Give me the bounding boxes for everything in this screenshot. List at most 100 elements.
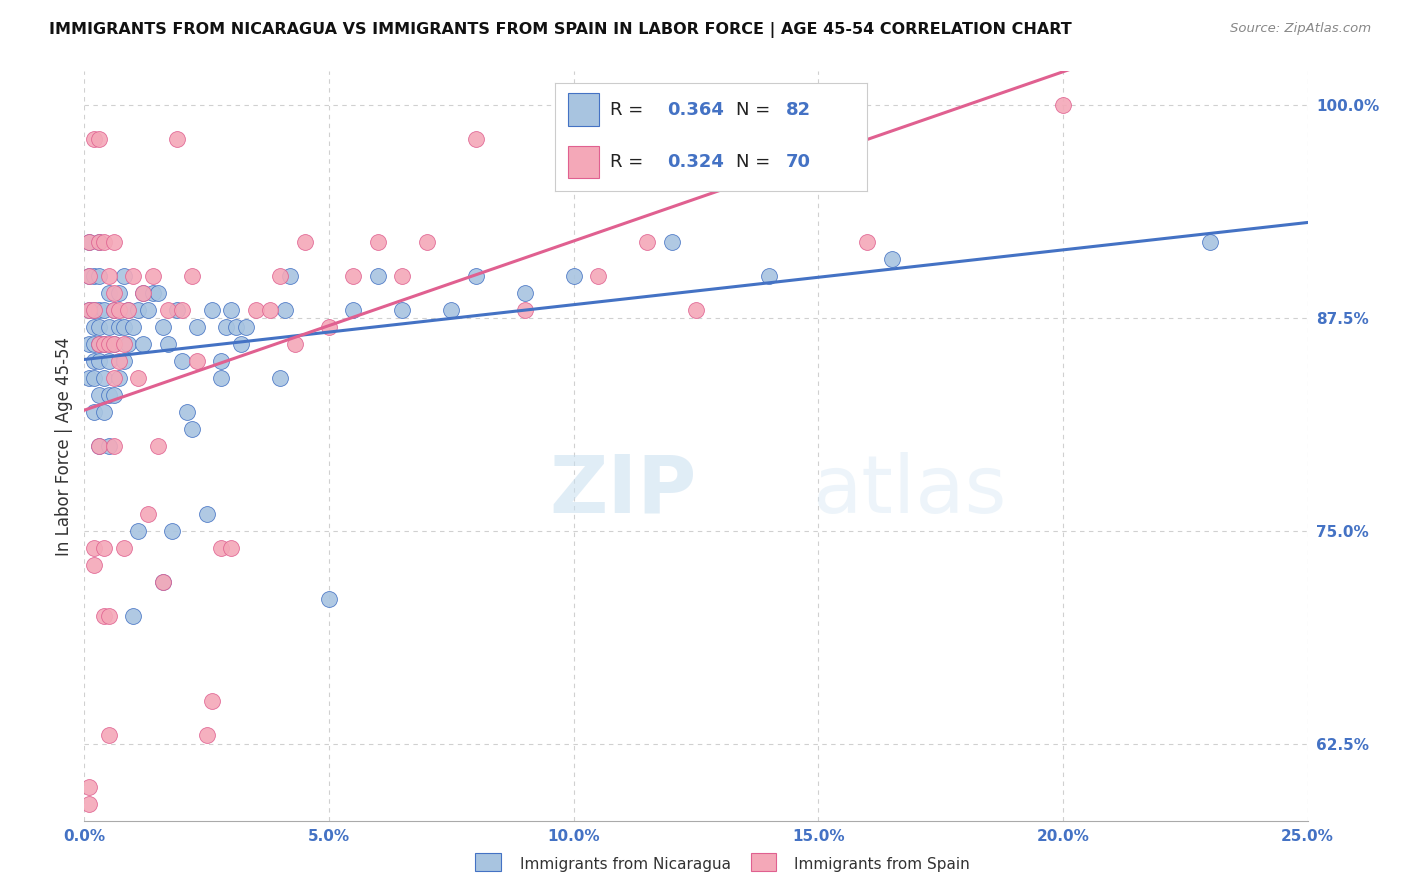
Point [103, 285, 125, 300]
Point [661, 235, 683, 249]
Point [77, 268, 100, 283]
Point [209, 354, 232, 368]
Point [103, 302, 125, 317]
Point [97, 609, 120, 624]
Point [77, 235, 100, 249]
Point [83, 132, 105, 146]
Point [880, 252, 903, 266]
Point [103, 371, 125, 385]
Point [83, 302, 105, 317]
Point [107, 319, 129, 334]
Point [97, 285, 120, 300]
Text: Immigrants from Nicaragua: Immigrants from Nicaragua [520, 857, 731, 872]
Point [83, 405, 105, 419]
Point [318, 592, 340, 607]
Point [156, 302, 179, 317]
Point [146, 285, 169, 300]
Point [112, 541, 135, 556]
Point [87, 439, 110, 453]
Text: Immigrants from Spain: Immigrants from Spain [794, 857, 970, 872]
Point [87, 354, 110, 368]
Point [513, 302, 536, 317]
Point [107, 302, 129, 317]
Point [172, 354, 194, 368]
Point [103, 388, 125, 402]
Point [83, 558, 105, 573]
Point [107, 285, 129, 300]
Point [181, 268, 204, 283]
Point [107, 371, 129, 385]
Point [87, 132, 110, 146]
Point [166, 132, 188, 146]
Point [103, 336, 125, 351]
Point [77, 797, 100, 811]
Point [685, 302, 707, 317]
Point [274, 302, 297, 317]
Point [440, 302, 463, 317]
Point [93, 405, 115, 419]
Point [97, 268, 120, 283]
Point [87, 268, 110, 283]
Point [127, 524, 149, 538]
Point [152, 319, 174, 334]
Point [856, 235, 879, 249]
Text: ZIP: ZIP [550, 452, 696, 530]
Point [176, 405, 198, 419]
Point [391, 268, 413, 283]
Point [83, 541, 105, 556]
Point [87, 235, 110, 249]
Point [83, 371, 105, 385]
Point [103, 336, 125, 351]
Point [225, 319, 247, 334]
Point [200, 302, 222, 317]
Point [77, 302, 100, 317]
Point [93, 336, 115, 351]
Point [612, 132, 634, 146]
Point [107, 354, 129, 368]
Point [122, 268, 145, 283]
Point [152, 575, 174, 590]
Point [195, 507, 218, 521]
Point [162, 524, 184, 538]
Point [103, 439, 125, 453]
Point [391, 302, 413, 317]
Point [186, 319, 208, 334]
Point [87, 319, 110, 334]
Point [278, 268, 301, 283]
Point [103, 235, 125, 249]
Point [807, 132, 830, 146]
Point [142, 268, 165, 283]
Bar [475, 853, 501, 871]
Point [269, 371, 291, 385]
Point [209, 371, 232, 385]
Point [93, 609, 115, 624]
Point [136, 507, 159, 521]
Point [93, 336, 115, 351]
Point [1198, 235, 1220, 249]
Text: IMMIGRANTS FROM NICARAGUA VS IMMIGRANTS FROM SPAIN IN LABOR FORCE | AGE 45-54 CO: IMMIGRANTS FROM NICARAGUA VS IMMIGRANTS … [49, 22, 1071, 38]
Point [132, 285, 155, 300]
Point [122, 609, 145, 624]
Point [97, 319, 120, 334]
Point [93, 302, 115, 317]
Text: atlas: atlas [813, 452, 1007, 530]
Point [122, 319, 145, 334]
Point [83, 302, 105, 317]
Point [112, 268, 135, 283]
Point [77, 336, 100, 351]
Point [156, 336, 179, 351]
Point [127, 302, 149, 317]
Point [513, 285, 536, 300]
Point [215, 319, 238, 334]
Point [200, 694, 222, 708]
Point [259, 302, 281, 317]
Point [93, 541, 115, 556]
Point [97, 336, 120, 351]
Point [318, 319, 340, 334]
Point [77, 235, 100, 249]
Point [87, 439, 110, 453]
Point [112, 354, 135, 368]
Point [77, 780, 100, 794]
Point [117, 336, 139, 351]
Point [758, 268, 780, 283]
